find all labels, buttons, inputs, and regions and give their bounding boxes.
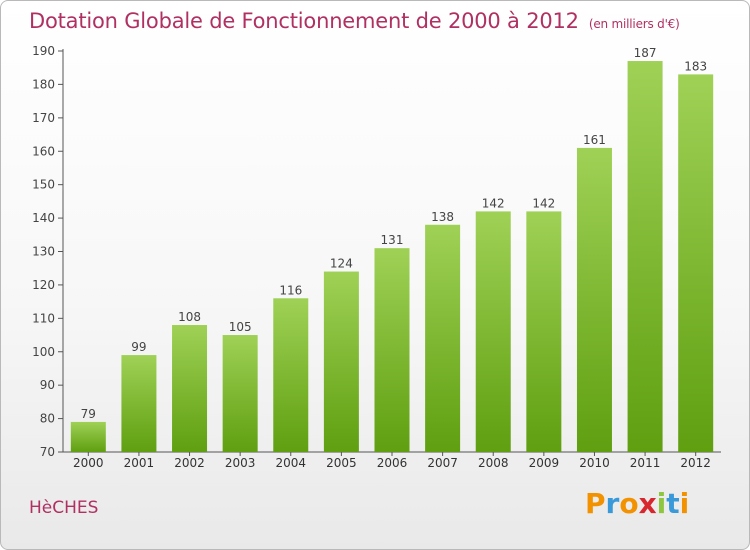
value-label: 124 xyxy=(330,257,353,271)
bar xyxy=(323,271,359,452)
commune-name: HèCHES xyxy=(29,498,99,518)
bar xyxy=(627,61,663,453)
x-tick-label: 2003 xyxy=(225,456,256,470)
x-tick-label: 2010 xyxy=(579,456,610,470)
value-label: 142 xyxy=(482,196,505,210)
bar xyxy=(273,298,309,452)
y-tick-label: 150 xyxy=(32,178,55,192)
value-label: 105 xyxy=(229,320,252,334)
bar xyxy=(70,421,106,452)
bar xyxy=(425,224,461,452)
logo-letter: t xyxy=(666,487,680,520)
x-tick-label: 2001 xyxy=(124,456,155,470)
x-tick-label: 2006 xyxy=(377,456,408,470)
value-label: 131 xyxy=(381,233,404,247)
value-label: 116 xyxy=(279,283,302,297)
y-tick-label: 160 xyxy=(32,144,55,158)
bar xyxy=(576,147,612,453)
bar xyxy=(526,211,562,452)
bar xyxy=(475,211,511,452)
bar xyxy=(172,325,208,452)
y-tick-label: 120 xyxy=(32,278,55,292)
bar xyxy=(222,335,258,452)
bars xyxy=(70,61,714,453)
chart-unit: (en milliers d'€) xyxy=(588,17,680,31)
value-label: 142 xyxy=(532,196,555,210)
value-label: 187 xyxy=(634,46,657,60)
value-label: 138 xyxy=(431,210,454,224)
y-tick-label: 90 xyxy=(40,378,55,392)
x-tick-label: 2007 xyxy=(427,456,458,470)
y-tick-label: 100 xyxy=(32,345,55,359)
x-tick-label: 2000 xyxy=(73,456,104,470)
bar xyxy=(121,355,157,452)
logo-letter: P xyxy=(585,487,606,520)
y-tick-label: 110 xyxy=(32,311,55,325)
bar xyxy=(374,248,410,452)
axes: 70 80 90 100 110 120 130 140 150 160 170 180 190 2000… xyxy=(32,44,721,470)
value-label: 161 xyxy=(583,133,606,147)
x-tick-label: 2012 xyxy=(680,456,711,470)
logo-letter: x xyxy=(638,487,657,520)
x-tick-label: 2005 xyxy=(326,456,357,470)
y-tick-label: 140 xyxy=(32,211,55,225)
value-label: 108 xyxy=(178,310,201,324)
logo-letter: i xyxy=(656,487,667,520)
logo-letter: r xyxy=(605,487,620,520)
y-tick-label: 170 xyxy=(32,111,55,125)
bar xyxy=(678,74,714,453)
chart-title: Dotation Globale de Fonctionnement de 20… xyxy=(29,9,680,33)
x-tick-label: 2008 xyxy=(478,456,509,470)
logo-letter: o xyxy=(619,487,639,520)
chart-title-text: Dotation Globale de Fonctionnement de 20… xyxy=(29,9,579,33)
x-tick-label: 2011 xyxy=(630,456,661,470)
value-labels: 79 99 108 105 116 124 131 138 142 142 161 187 183 xyxy=(81,46,707,421)
value-label: 183 xyxy=(684,59,707,73)
y-tick-label: 180 xyxy=(32,77,55,91)
proxiti-logo: Proxiti xyxy=(585,487,689,520)
x-tick-label: 2009 xyxy=(529,456,560,470)
value-label: 99 xyxy=(131,340,146,354)
x-tick-label: 2002 xyxy=(174,456,205,470)
y-tick-label: 80 xyxy=(40,412,55,426)
y-tick-label: 130 xyxy=(32,245,55,259)
x-tick-label: 2004 xyxy=(275,456,306,470)
value-label: 79 xyxy=(81,407,96,421)
logo-letter: i xyxy=(679,487,690,520)
y-tick-label: 190 xyxy=(32,44,55,58)
y-tick-label: 70 xyxy=(40,445,55,459)
